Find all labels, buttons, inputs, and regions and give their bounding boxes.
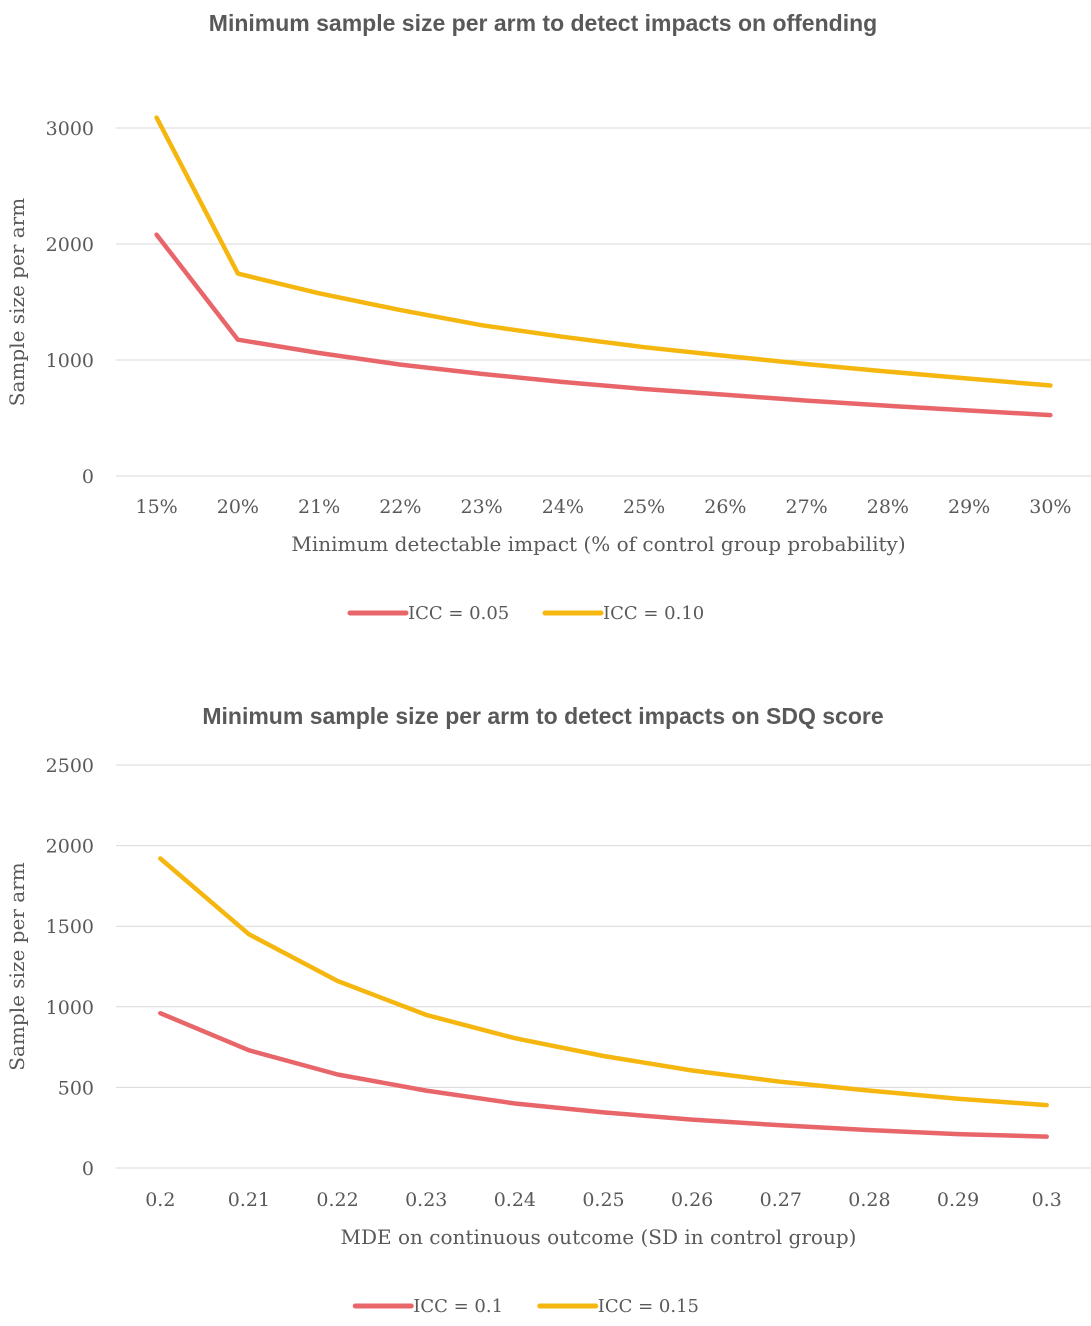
x-tick-label: 0.24 <box>494 1189 536 1211</box>
x-tick-label: 27% <box>786 496 828 518</box>
y-axis-label: Sample size per arm <box>5 198 29 406</box>
y-tick-label: 3000 <box>46 118 94 140</box>
chart-title: Minimum sample size per arm to detect im… <box>202 703 883 729</box>
y-tick-label: 1000 <box>46 350 94 372</box>
series-lines <box>154 115 1053 418</box>
series-line-icc-0-15 <box>158 856 1049 1108</box>
x-tick-label: 0.21 <box>228 1189 270 1211</box>
x-tick-label: 23% <box>461 496 503 518</box>
x-tick-label: 24% <box>542 496 584 518</box>
x-tick-label: 0.28 <box>848 1189 890 1211</box>
x-tick-label: 0.27 <box>760 1189 802 1211</box>
x-tick-label: 29% <box>948 496 990 518</box>
x-axis-label: MDE on continuous outcome (SD in control… <box>341 1225 857 1249</box>
x-tick-label: 25% <box>623 496 665 518</box>
y-tick-label: 1000 <box>46 997 94 1019</box>
y-tick-label: 1500 <box>46 916 94 938</box>
y-tick-label: 500 <box>58 1077 94 1099</box>
y-tick-label: 2500 <box>46 755 94 777</box>
x-tick-label: 0.3 <box>1032 1189 1062 1211</box>
legend: ICC = 0.05 ICC = 0.10 <box>347 603 704 624</box>
legend-label: ICC = 0.1 <box>413 1296 503 1317</box>
legend-label: ICC = 0.05 <box>408 603 509 624</box>
offending-chart: Minimum sample size per arm to detect im… <box>5 10 1091 624</box>
x-tick-label: 21% <box>298 496 340 518</box>
y-tick-label: 2000 <box>46 234 94 256</box>
x-tick-labels: 0.2 0.21 0.22 0.23 0.24 0.25 0.26 0.27 0.28 0.29 0… <box>145 1189 1062 1211</box>
x-tick-label: 22% <box>379 496 421 518</box>
x-tick-label: 15% <box>136 496 178 518</box>
series-line-icc-0-10 <box>154 115 1053 388</box>
legend-label: ICC = 0.10 <box>603 603 704 624</box>
x-tick-label: 0.22 <box>316 1189 358 1211</box>
x-tick-label: 0.25 <box>582 1189 624 1211</box>
y-tick-labels: 0 1000 2000 3000 <box>46 118 94 488</box>
y-axis-label: Sample size per arm <box>5 862 29 1070</box>
x-tick-label: 0.26 <box>671 1189 713 1211</box>
x-axis-label: Minimum detectable impact (% of control … <box>291 532 905 556</box>
x-tick-label: 20% <box>217 496 259 518</box>
x-tick-label: 28% <box>867 496 909 518</box>
chart-title: Minimum sample size per arm to detect im… <box>209 10 877 36</box>
sdq-chart: Minimum sample size per arm to detect im… <box>5 703 1091 1317</box>
legend: ICC = 0.1 ICC = 0.15 <box>352 1296 699 1317</box>
x-tick-label: 0.2 <box>145 1189 175 1211</box>
gridlines <box>116 764 1091 1169</box>
y-tick-label: 0 <box>82 466 94 488</box>
y-tick-label: 0 <box>82 1158 94 1180</box>
y-tick-labels: 0 500 1000 1500 2000 2500 <box>46 755 94 1180</box>
y-tick-label: 2000 <box>46 836 94 858</box>
x-tick-label: 30% <box>1029 496 1071 518</box>
gridlines <box>116 127 1091 477</box>
x-tick-label: 0.23 <box>405 1189 447 1211</box>
series-line-icc-0-05 <box>154 232 1053 418</box>
x-tick-label: 0.29 <box>937 1189 979 1211</box>
series-line-icc-0-1 <box>158 1010 1049 1139</box>
x-tick-label: 26% <box>704 496 746 518</box>
x-tick-labels: 15% 20% 21% 22% 23% 24% 25% 26% 27% 28% 29% 30% <box>136 496 1072 518</box>
series-lines <box>158 856 1049 1139</box>
legend-label: ICC = 0.15 <box>598 1296 699 1317</box>
